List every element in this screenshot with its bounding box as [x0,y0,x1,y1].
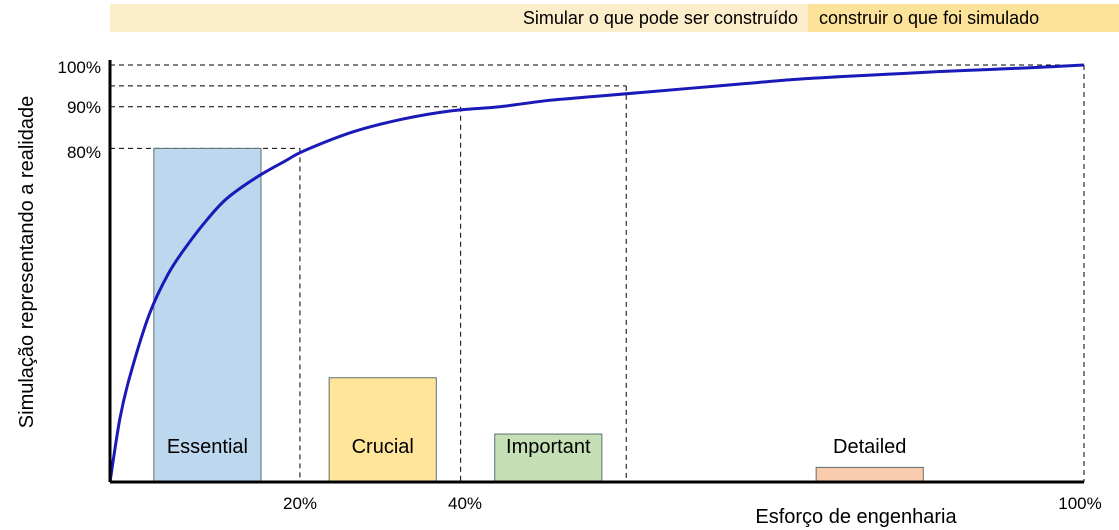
x-tick-label: 100% [1058,494,1101,513]
bar-important [494,433,603,483]
banner-right-text: construir o que foi simulado [819,8,1039,28]
y-tick-label: 100% [58,58,101,77]
bar-label: Detailed [833,436,906,458]
bar-label: Essential [167,436,248,458]
y-tick-label: 90% [67,98,101,117]
bar-essential [153,147,262,483]
banner-left-bg [110,4,808,32]
y-axis-title: Simulação representando a realidade [16,96,38,428]
curve-line [108,63,1085,483]
banner-right-bg [808,4,1119,32]
y-tick-label: 80% [67,143,101,162]
x-tick-label: 20% [283,494,317,513]
x-axis-title: Esforço de engenharia [755,506,957,528]
bars: Essential Crucial Important Detailed [153,147,924,483]
bar-label: Crucial [352,436,414,458]
bar-label: Important [506,436,591,458]
bar-detailed [815,466,924,483]
banner-left-text: Simular o que pode ser construído [523,8,798,28]
bar-crucial [328,377,437,483]
x-tick-label: 40% [448,494,482,513]
